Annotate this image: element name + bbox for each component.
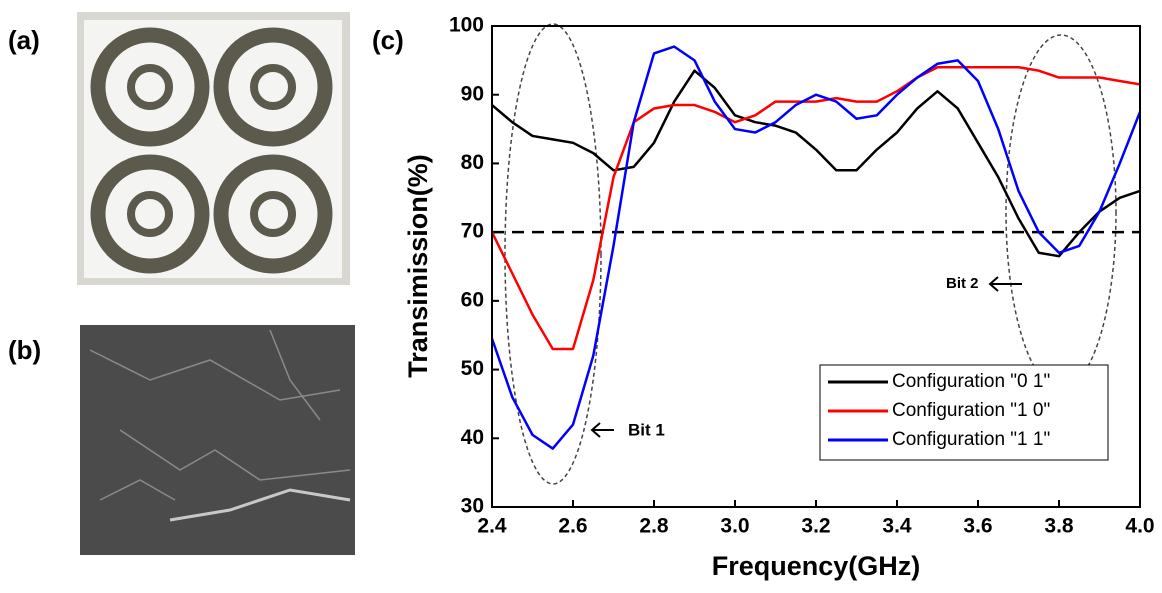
photo-b [80, 325, 355, 555]
legend-label: Configuration "1 1" [892, 429, 1050, 450]
y-tick-label: 70 [461, 220, 484, 243]
arrow [988, 276, 1022, 292]
y-tick-label: 100 [449, 14, 484, 37]
line-series [491, 69, 1141, 258]
y-tick-label: 50 [461, 357, 484, 380]
line-series [490, 65, 1141, 351]
x-tick-label: 3.2 [801, 515, 830, 538]
ring-pattern [90, 27, 333, 274]
arrow [590, 422, 614, 438]
panel-label: (c) [372, 25, 404, 55]
highlight [1005, 34, 1117, 390]
annotation: Bit 1 [628, 420, 665, 439]
x-tick-label: 3.0 [720, 515, 749, 538]
sem-texture [89, 329, 351, 522]
x-tick-label: 3.6 [963, 515, 992, 538]
x-tick-label: 3.8 [1044, 515, 1074, 538]
y-tick-label: 80 [461, 151, 484, 174]
panel-label: (a) [8, 25, 40, 55]
legend-label: Configuration "1 0" [892, 400, 1050, 421]
y-axis-label: Transimission(%) [403, 154, 433, 378]
x-tick-label: 4.0 [1125, 515, 1154, 538]
y-tick-label: 30 [461, 495, 484, 518]
x-tick-label: 2.4 [477, 515, 507, 538]
x-tick-label: 2.6 [558, 515, 587, 538]
panel-label: (b) [8, 335, 41, 365]
y-tick-label: 60 [461, 288, 484, 311]
plot-frame [491, 25, 1141, 508]
y-tick-label: 40 [461, 426, 484, 449]
annotation: Bit 2 [946, 275, 979, 292]
x-tick-label: 3.4 [882, 515, 912, 538]
highlight [504, 23, 602, 485]
x-tick-label: 2.8 [639, 515, 669, 538]
x-axis-label: Frequency(GHz) [712, 551, 921, 581]
line-series [490, 45, 1142, 450]
legend-label: Configuration "0 1" [892, 371, 1050, 392]
substrate [84, 20, 342, 278]
y-tick-label: 90 [461, 82, 484, 105]
